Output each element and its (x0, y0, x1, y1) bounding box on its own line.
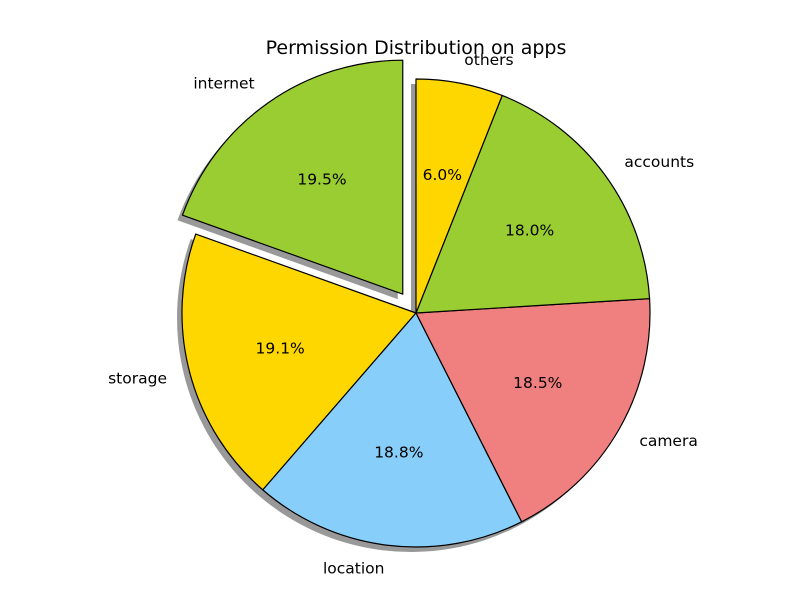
slice-location (262, 312, 523, 548)
slice-camera (415, 298, 651, 523)
slice-label-location: location (323, 559, 385, 577)
slice-label-internet: internet (193, 75, 254, 93)
slice-percent-internet: 19.5% (297, 170, 346, 188)
slice-label-accounts: accounts (624, 153, 694, 171)
labels: internet 19.5% storage 19.1% location 18.8% ca… (108, 51, 698, 577)
slice-label-others: others (464, 51, 513, 69)
slice-accounts (415, 94, 651, 314)
slice-label-storage: storage (108, 369, 167, 387)
slice-internet (181, 59, 404, 295)
chart-title: Permission Distribution on apps (266, 37, 567, 59)
slice-percent-accounts: 18.0% (505, 222, 554, 240)
slice-percent-location: 18.8% (374, 443, 423, 461)
slices (181, 59, 651, 548)
slice-percent-storage: 19.1% (256, 340, 305, 358)
slice-storage (181, 233, 417, 491)
slice-label-camera: camera (639, 432, 698, 450)
slice-percent-others: 6.0% (423, 166, 462, 184)
slice-percent-camera: 18.5% (513, 374, 562, 392)
slice-others (415, 78, 503, 314)
